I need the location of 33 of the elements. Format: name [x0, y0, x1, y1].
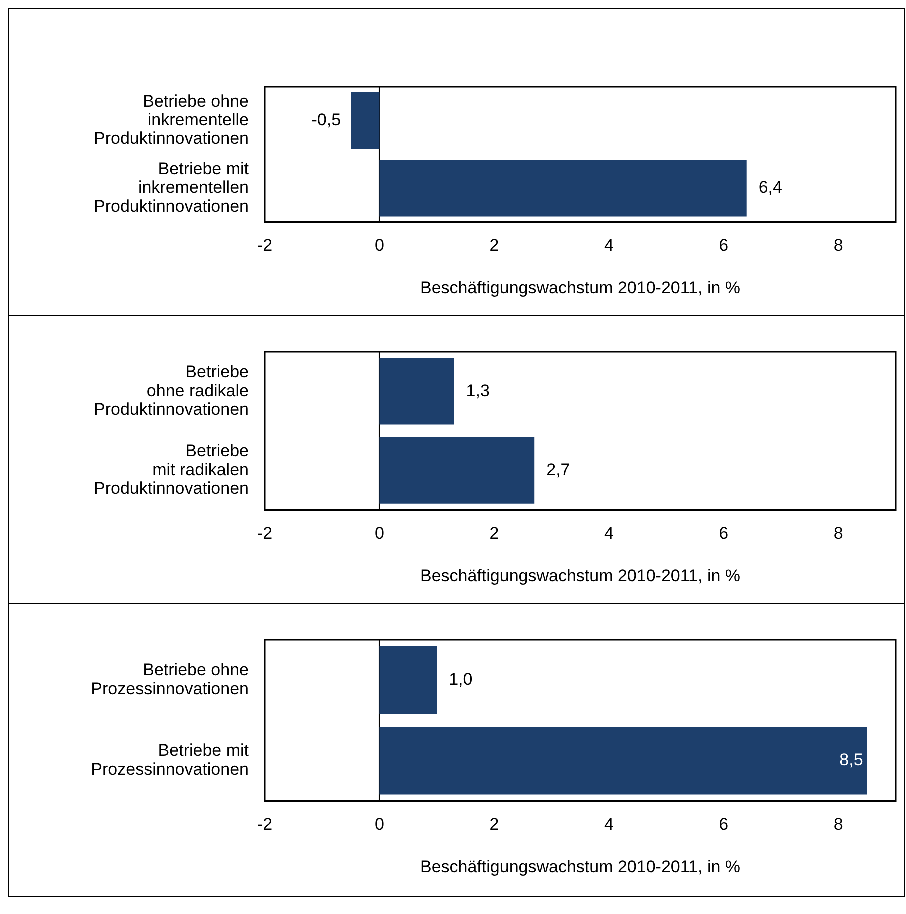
- x-tick-label: 6: [719, 236, 729, 256]
- data-label: 1,0: [449, 670, 473, 689]
- y-tick-label: Betriebe ohne inkrementelle Produktinnovationen: [94, 92, 249, 148]
- x-tick-label: 2: [490, 524, 500, 544]
- y-tick-label: Betriebe mit Prozessinnovationen: [91, 741, 250, 779]
- data-label: 6,4: [758, 178, 782, 198]
- y-tick-label: Betriebe ohne Prozessinnovationen: [91, 660, 249, 698]
- y-tick-label: Betriebe mit inkrementellen Produktinnovationen: [94, 159, 250, 216]
- x-tick-label: 0: [374, 815, 384, 834]
- x-tick-label: 6: [719, 815, 729, 834]
- y-tick-label: Betriebe mit radikalen Produktinnovationen: [94, 442, 249, 498]
- x-axis-title: Beschäftigungswachstum 2010-2011, in %: [420, 566, 741, 586]
- y-tick-label: Betriebe ohne radikale Produktinnovationen: [94, 362, 249, 419]
- data-label: 2,7: [546, 460, 570, 480]
- data-label: -0,5: [312, 110, 342, 130]
- x-tick-label: 4: [604, 524, 614, 544]
- x-tick-label: 4: [604, 236, 614, 256]
- x-tick-label: 8: [834, 236, 844, 256]
- x-tick-label: 8: [834, 815, 844, 834]
- data-label: 8,5: [840, 750, 864, 770]
- x-tick-label: -2: [257, 524, 273, 544]
- x-axis-title: Beschäftigungswachstum 2010-2011, in %: [420, 857, 741, 876]
- x-tick-label: 0: [374, 524, 384, 544]
- x-tick-label: 6: [719, 524, 729, 544]
- x-tick-label: 2: [490, 236, 500, 256]
- x-tick-label: -2: [257, 236, 273, 256]
- x-axis-title: Beschäftigungswachstum 2010-2011, in %: [420, 278, 741, 298]
- x-tick-label: -2: [257, 815, 273, 834]
- x-tick-label: 8: [834, 524, 844, 544]
- x-tick-label: 4: [604, 815, 614, 834]
- x-tick-label: 0: [374, 236, 384, 256]
- x-tick-label: 2: [490, 815, 500, 834]
- data-label: 1,3: [466, 381, 490, 400]
